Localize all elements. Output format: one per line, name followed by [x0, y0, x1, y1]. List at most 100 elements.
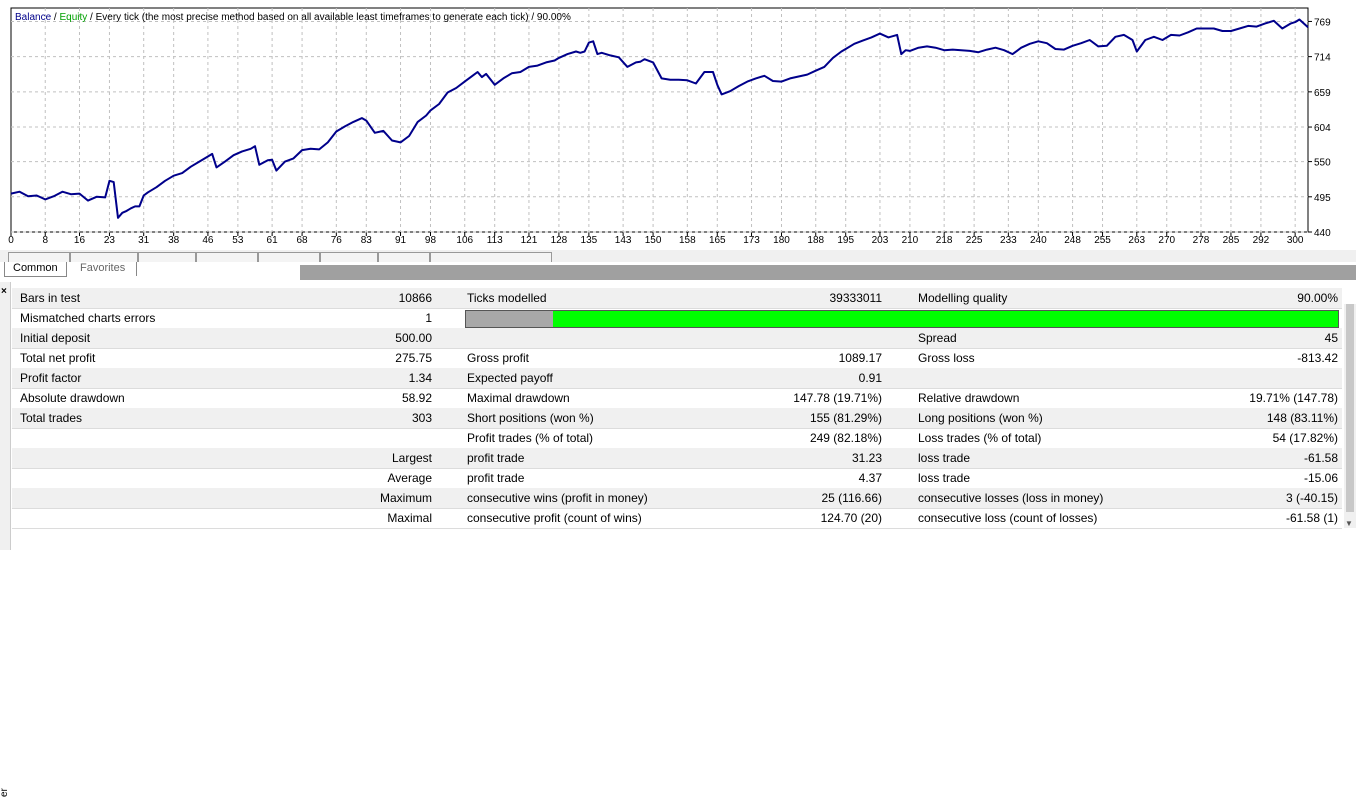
report-cell-v3: 19.71% (147.78) — [1249, 391, 1338, 405]
hidden-tab[interactable] — [8, 252, 70, 262]
x-tick-label: 233 — [1000, 235, 1017, 246]
quality-bar-base — [466, 311, 553, 327]
report-cell-l2: consecutive wins (profit in money) — [467, 491, 648, 505]
report-cell-v1: 58.92 — [401, 391, 432, 405]
x-tick-label: 91 — [395, 235, 407, 246]
x-tick-label: 53 — [232, 235, 244, 246]
hidden-tab[interactable] — [196, 252, 258, 262]
report-cell-l1: Absolute drawdown — [20, 391, 125, 405]
x-tick-label: 255 — [1094, 235, 1111, 246]
report-cell-l1: Bars in test — [20, 291, 81, 305]
x-tick-label: 128 — [551, 235, 568, 246]
report-cell-l3: consecutive losses (loss in money) — [918, 491, 1104, 505]
report-cell-l3: loss trade — [918, 451, 971, 465]
report-cell-v2: 147.78 (19.71%) — [793, 391, 882, 405]
x-tick-label: 16 — [74, 235, 86, 246]
x-tick-label: 240 — [1030, 235, 1047, 246]
report-cell-v3: 90.00% — [1297, 291, 1338, 305]
report-cell-v1: 1.34 — [408, 371, 432, 385]
report-cell-l2: profit trade — [467, 451, 525, 465]
report-cell-l3: Spread — [918, 331, 957, 345]
x-tick-label: 68 — [297, 235, 309, 246]
balance-series-line — [10, 18, 1309, 219]
report-cell-v3: 54 (17.82%) — [1272, 431, 1338, 445]
report-row: Absolute drawdown 58.92 Maximal drawdown 14… — [12, 388, 1342, 409]
hidden-tab[interactable] — [430, 252, 552, 262]
x-tick-label: 158 — [679, 235, 696, 246]
report-cell-v1: 500.00 — [395, 331, 432, 345]
x-tick-label: 38 — [168, 235, 180, 246]
x-tick-label: 121 — [521, 235, 538, 246]
hidden-tab[interactable] — [70, 252, 138, 262]
chart-legend: Balance / Equity / Every tick (the most … — [15, 12, 571, 23]
report-cell-v2: 31.23 — [851, 451, 882, 465]
report-cell-v3: -61.58 (1) — [1285, 511, 1338, 525]
report-row: Total trades 303 Short positions (won %) 15… — [12, 408, 1342, 429]
x-tick-label: 98 — [425, 235, 437, 246]
report-cell-l2: profit trade — [467, 471, 525, 485]
close-icon[interactable]: × — [1, 286, 7, 297]
x-tick-label: 195 — [837, 235, 854, 246]
report-cell-l2: Gross profit — [467, 351, 530, 365]
report-cell-v3: 148 (83.11%) — [1266, 411, 1338, 425]
report-cell-v2: 155 (81.29%) — [809, 411, 882, 425]
subtab-bar — [300, 265, 1356, 280]
x-tick-label: 285 — [1223, 235, 1240, 246]
chart-canvas: 0 8 16 23 31 38 46 53 61 68 76 83 91 98 106 113 121 128 13… — [8, 7, 1331, 246]
terminal-side-rail: × er — [0, 282, 11, 797]
terminal-vertical-label: er — [0, 788, 10, 797]
y-tick-label: 659 — [1314, 88, 1331, 99]
report-cell-l1: Mismatched charts errors — [20, 311, 156, 325]
modelling-quality-bar — [465, 310, 1339, 328]
y-tick-label: 440 — [1314, 228, 1331, 239]
tab-common[interactable]: Common — [4, 262, 67, 277]
x-tick-label: 76 — [331, 235, 343, 246]
y-tick-label: 604 — [1314, 123, 1331, 134]
x-tick-label: 203 — [872, 235, 889, 246]
x-tick-label: 263 — [1128, 235, 1145, 246]
scroll-down-arrow-icon[interactable]: ▼ — [1345, 519, 1353, 528]
x-tick-label: 61 — [267, 235, 279, 246]
hidden-tab[interactable] — [258, 252, 320, 262]
report-cell-v2: 249 (82.18%) — [809, 431, 882, 445]
hidden-tab[interactable] — [138, 252, 196, 262]
report-cell-l2: Profit trades (% of total) — [467, 431, 594, 445]
report-cell-l2: Short positions (won %) — [467, 411, 594, 425]
report-cell-l2: Expected payoff — [467, 371, 553, 385]
report-row: Total net profit 275.75 Gross profit 1089.1… — [12, 348, 1342, 369]
x-tick-label: 248 — [1064, 235, 1081, 246]
x-tick-label: 46 — [202, 235, 214, 246]
report-row: Average profit trade 4.37 loss trade -15.06 — [12, 468, 1342, 489]
x-tick-label: 113 — [487, 235, 503, 246]
legend-equity: Equity — [59, 12, 88, 23]
x-tick-label: 225 — [966, 235, 983, 246]
scrollbar-thumb[interactable] — [1346, 304, 1354, 512]
report-cell-v2: 39333011 — [829, 291, 883, 305]
y-tick-label: 714 — [1314, 53, 1331, 64]
report-cell-l3: Long positions (won %) — [918, 411, 1043, 425]
x-tick-label: 300 — [1287, 235, 1304, 246]
report-cell-l1: Profit factor — [20, 371, 82, 385]
report-cell-v1: Maximum — [379, 491, 432, 505]
tab-favorites[interactable]: Favorites — [80, 262, 126, 274]
report-cell-l3: consecutive loss (count of losses) — [918, 511, 1098, 525]
report-row: Profit trades (% of total) 249 (82.18%) Lo… — [12, 428, 1342, 449]
report-cell-v3: -61.58 — [1303, 451, 1338, 465]
x-tick-label: 270 — [1158, 235, 1175, 246]
report-cell-v1: Largest — [391, 451, 432, 465]
report-cell-v1: Maximal — [387, 511, 432, 525]
report-cell-v2: 124.70 (20) — [820, 511, 882, 525]
report-cell-l3: Loss trades (% of total) — [918, 431, 1042, 445]
report-subtabs: Common Favorites — [0, 262, 1356, 280]
hidden-tab[interactable] — [378, 252, 430, 262]
report-scrollbar[interactable]: ▼ — [1344, 304, 1356, 528]
hidden-tab[interactable] — [320, 252, 378, 262]
report-cell-l1: Total net profit — [20, 351, 96, 365]
report-cell-v2: 1089.17 — [838, 351, 882, 365]
report-cell-l3: Relative drawdown — [918, 391, 1020, 405]
x-tick-label: 210 — [902, 235, 919, 246]
x-tick-label: 23 — [104, 235, 116, 246]
x-tick-label: 106 — [456, 235, 473, 246]
y-tick-label: 495 — [1314, 193, 1331, 204]
x-tick-label: 0 — [8, 235, 14, 246]
